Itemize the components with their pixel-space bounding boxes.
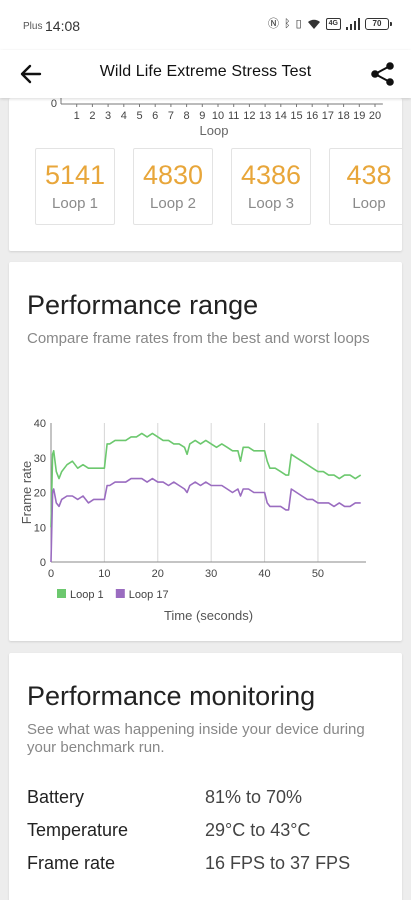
axis-tick-label: 17 <box>322 110 334 122</box>
tile-label: Loop 3 <box>248 195 294 212</box>
legend-label: Loop 17 <box>129 589 169 601</box>
tile-label: Loop 2 <box>150 195 196 212</box>
y-tick-label: 20 <box>34 488 46 500</box>
tile-score: 5141 <box>44 160 106 190</box>
axis-tick-label: 9 <box>199 110 205 122</box>
performance-range-card: Performance range Compare frame rates fr… <box>9 262 402 641</box>
legend-swatch <box>115 589 125 598</box>
section-description: Compare frame rates from the best and wo… <box>27 330 370 347</box>
y-axis-title: Frame rate <box>19 461 34 525</box>
series-line-1 <box>50 432 362 528</box>
x-axis-title: Time (seconds) <box>164 608 253 623</box>
axis-title: Loop <box>200 123 229 138</box>
x-tick-label: 50 <box>312 568 324 580</box>
tile-score: 438 <box>346 160 392 190</box>
volte-icon: 4G <box>325 18 341 30</box>
axis-tick-label: 19 <box>353 110 365 122</box>
tile-label: Loop <box>352 195 386 212</box>
tile-score: 4386 <box>240 160 302 190</box>
bluetooth-icon: ᛒ <box>283 18 291 30</box>
axis-tick-label: 4 <box>121 110 127 122</box>
axis-tick-label: 12 <box>243 110 255 122</box>
axis-tick-label: 13 <box>259 110 271 122</box>
legend-label: Loop 1 <box>70 589 104 601</box>
x-tick-label: 0 <box>48 568 54 580</box>
share-icon[interactable] <box>369 60 397 88</box>
performance-monitoring-card: Performance monitoring See what was happ… <box>9 653 402 900</box>
y-tick-label: 40 <box>34 418 46 430</box>
axis-zero-label: 0 <box>51 98 57 110</box>
x-tick-label: 30 <box>205 568 217 580</box>
section-title: Performance monitoring <box>27 681 316 711</box>
signal-icon <box>346 18 360 30</box>
vibrate-icon: ▯ <box>295 18 302 30</box>
axis-tick-label: 5 <box>136 110 142 122</box>
axis-tick-label: 8 <box>184 110 190 122</box>
battery-level: 70 <box>372 19 382 28</box>
loop-scores-card: 0 1 2 3 4 5 6 7 8 9 10 11 12 13 14 15 16 17 18 19 20 Loop 514… <box>9 98 402 251</box>
score-tile-loop-1[interactable]: 5141 Loop 1 <box>35 148 115 225</box>
wifi-icon <box>307 19 320 29</box>
axis-tick-label: 16 <box>306 110 318 122</box>
monitor-value: 16 FPS to 37 FPS <box>205 853 351 873</box>
nfc-icon: Ⓝ <box>267 18 279 30</box>
monitor-value: 29°C to 43°C <box>205 820 311 840</box>
axis-tick-label: 2 <box>89 110 95 122</box>
series-line-2 <box>50 477 361 563</box>
score-tiles: 5141 Loop 1 4830 Loop 2 4386 Loop 3 438 … <box>35 148 402 228</box>
x-tick-label: 20 <box>152 568 164 580</box>
monitor-label: Frame rate <box>27 853 116 873</box>
status-bar: Plus 14:08 Ⓝ ᛒ ▯ 4G 70 <box>0 0 411 50</box>
monitor-row-frame-rate: Frame rate 16 FPS to 37 FPS <box>27 853 387 877</box>
section-title: Performance range <box>27 290 259 320</box>
y-tick-label: 0 <box>40 557 46 569</box>
battery-icon: 70 <box>365 18 392 30</box>
x-tick-label: 10 <box>98 568 110 580</box>
axis-tick-label: 11 <box>228 110 239 122</box>
section-description: See what was happening inside your devic… <box>27 721 365 756</box>
y-tick-label: 30 <box>34 453 46 465</box>
axis-tick-label: 14 <box>275 110 287 122</box>
score-tile-loop-4[interactable]: 438 Loop <box>329 148 402 225</box>
y-tick-label: 10 <box>34 522 46 534</box>
axis-tick-label: 3 <box>105 110 111 122</box>
carrier-label: Plus <box>23 21 43 32</box>
axis-tick-label: 10 <box>212 110 224 122</box>
page-title: Wild Life Extreme Stress Test <box>99 63 312 80</box>
app-bar: Wild Life Extreme Stress Test <box>0 50 411 98</box>
monitor-row-temperature: Temperature 29°C to 43°C <box>27 820 387 844</box>
axis-tick-label: 6 <box>152 110 158 122</box>
monitor-label: Battery <box>27 787 85 807</box>
tile-score: 4830 <box>142 160 204 190</box>
x-tick-label: 40 <box>258 568 270 580</box>
axis-tick-label: 18 <box>337 110 349 122</box>
axis-tick-label: 20 <box>369 110 381 122</box>
arrow-left-icon[interactable] <box>14 60 46 88</box>
score-tile-loop-2[interactable]: 4830 Loop 2 <box>133 148 213 225</box>
tile-label: Loop 1 <box>52 195 98 212</box>
monitor-label: Temperature <box>27 820 129 840</box>
frame-rate-chart: 0 10 20 30 40 50 0 10 20 30 40 Loop 1 Loop 17 Time (s… <box>19 418 366 623</box>
status-icons: Ⓝ ᛒ ▯ 4G 70 <box>267 17 392 31</box>
monitor-row-battery: Battery 81% to 70% <box>27 787 387 811</box>
axis-tick-label: 15 <box>290 110 302 122</box>
legend-swatch <box>57 589 66 598</box>
axis-tick-label: 7 <box>168 110 174 122</box>
status-time: 14:08 <box>45 18 81 34</box>
score-tile-loop-3[interactable]: 4386 Loop 3 <box>231 148 311 225</box>
axis-tick-label: 1 <box>74 110 80 122</box>
monitor-value: 81% to 70% <box>205 787 303 807</box>
